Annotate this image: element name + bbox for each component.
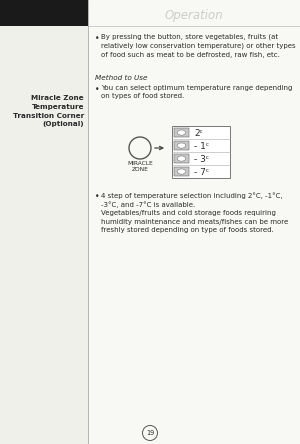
Bar: [0, 0, 88, 26]
Ellipse shape: [177, 130, 186, 135]
Text: •: •: [95, 85, 100, 94]
Text: You can select optimum temperature range depending
on types of food stored.: You can select optimum temperature range…: [101, 85, 292, 99]
Bar: [174, 154, 189, 163]
Text: By pressing the button, store vegetables, fruits (at
relatively low conservation: By pressing the button, store vegetables…: [101, 34, 296, 58]
Bar: [172, 126, 230, 178]
Ellipse shape: [177, 143, 186, 148]
Text: Miracle Zone
Temperature
Transition Corner
(Optional): Miracle Zone Temperature Transition Corn…: [13, 95, 84, 127]
Text: MIRACLE
ZONE: MIRACLE ZONE: [127, 161, 153, 172]
Bar: [174, 167, 189, 176]
Text: •: •: [95, 192, 100, 201]
Text: Method to Use: Method to Use: [95, 75, 148, 81]
Text: - 3ᶜ: - 3ᶜ: [194, 155, 209, 163]
Text: - 7ᶜ: - 7ᶜ: [194, 167, 209, 177]
Text: 4 step of temperature selection including 2°C, -1°C,
-3°C, and -7°C is available: 4 step of temperature selection includin…: [101, 192, 288, 233]
Bar: [174, 141, 189, 151]
Text: 19: 19: [146, 430, 154, 436]
Bar: [88, 0, 300, 444]
Text: - 1ᶜ: - 1ᶜ: [194, 142, 209, 151]
Text: •: •: [95, 34, 100, 43]
Text: 2ᶜ: 2ᶜ: [194, 128, 203, 138]
Text: Operation: Operation: [165, 9, 224, 23]
Ellipse shape: [177, 156, 186, 161]
Ellipse shape: [177, 169, 186, 174]
Bar: [174, 128, 189, 137]
